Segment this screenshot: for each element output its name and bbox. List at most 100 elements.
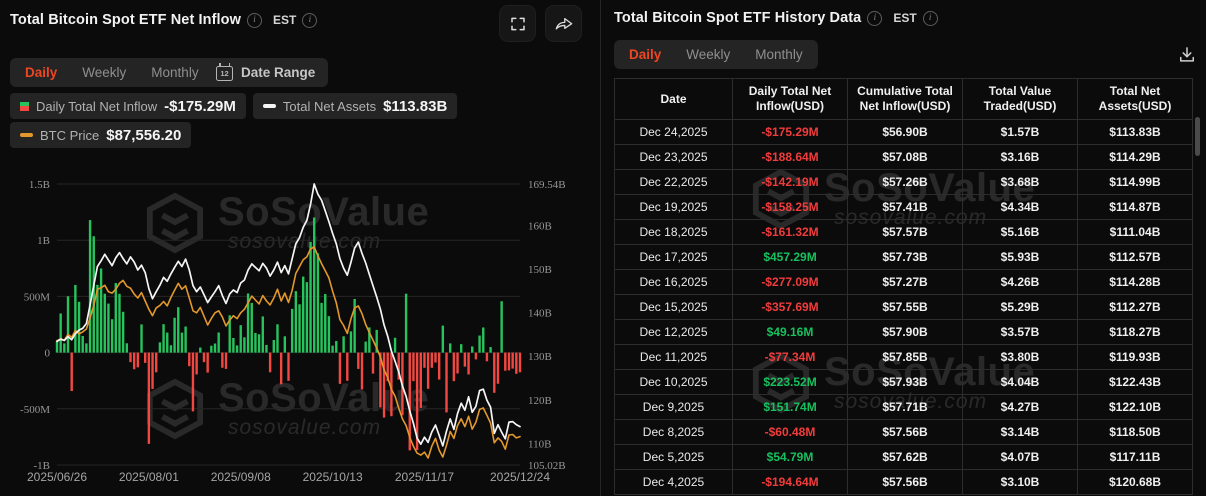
- col-net-assets[interactable]: Total Net Assets(USD): [1077, 78, 1193, 120]
- date-range-button[interactable]: 12 Date Range: [203, 58, 329, 87]
- cell-net-assets: $122.43B: [1077, 369, 1193, 395]
- table-row[interactable]: Dec 11,2025 -$77.34M $57.85B $3.80B $119.93B: [614, 344, 1193, 370]
- svg-text:110B: 110B: [528, 438, 551, 450]
- chart-legend-row-1: Daily Total Net Inflow -$175.29M Total N…: [10, 93, 458, 119]
- cell-net-assets: $114.28B: [1077, 269, 1193, 295]
- assets-line-icon: [262, 104, 276, 108]
- table-row[interactable]: Dec 19,2025 -$158.25M $57.41B $4.34B $114.87…: [614, 194, 1193, 220]
- info-icon[interactable]: i: [302, 12, 318, 28]
- svg-text:105.02B: 105.02B: [528, 460, 566, 472]
- watermark-name: SoSoValue: [218, 376, 430, 420]
- svg-text:2025/10/13: 2025/10/13: [303, 470, 363, 484]
- table-row[interactable]: Dec 24,2025 -$175.29M $56.90B $1.57B $113.83…: [614, 119, 1193, 145]
- cell-cumulative-inflow: $57.27B: [847, 269, 963, 295]
- legend-btc-price[interactable]: BTC Price $87,556.20: [10, 122, 192, 148]
- cell-date: Dec 9,2025: [614, 394, 733, 420]
- info-icon[interactable]: i: [867, 10, 883, 26]
- table-row[interactable]: Dec 18,2025 -$161.32M $57.57B $5.16B $111.04…: [614, 219, 1193, 245]
- cell-net-assets: $120.68B: [1077, 469, 1193, 495]
- cell-net-assets: $112.27B: [1077, 294, 1193, 320]
- cell-value-traded: $4.27B: [962, 394, 1078, 420]
- btc-line-icon: [20, 133, 33, 137]
- table-row[interactable]: Dec 5,2025 $54.79M $57.62B $4.07B $117.11B: [614, 444, 1193, 470]
- tab-weekly[interactable]: Weekly: [82, 65, 127, 80]
- cell-cumulative-inflow: $57.93B: [847, 369, 963, 395]
- inflow-bar-icon: [20, 101, 29, 111]
- table-row[interactable]: Dec 16,2025 -$277.09M $57.27B $4.26B $114.28…: [614, 269, 1193, 295]
- cell-daily-inflow: -$60.48M: [732, 419, 848, 445]
- cell-date: Dec 16,2025: [614, 269, 733, 295]
- col-daily-inflow[interactable]: Daily Total Net Inflow(USD): [732, 78, 848, 120]
- col-cumulative-inflow[interactable]: Cumulative Total Net Inflow(USD): [847, 78, 963, 120]
- info-icon[interactable]: i: [246, 12, 262, 28]
- table-title: Total Bitcoin Spot ETF History Data: [614, 10, 862, 26]
- tab-daily[interactable]: Daily: [629, 47, 662, 62]
- sosovalue-watermark: SoSoValue sosovalue.com: [145, 378, 429, 440]
- cell-value-traded: $4.04B: [962, 369, 1078, 395]
- cell-date: Dec 23,2025: [614, 144, 733, 170]
- svg-text:-500M: -500M: [20, 404, 50, 416]
- legend-daily-net-inflow[interactable]: Daily Total Net Inflow -$175.29M: [10, 93, 246, 119]
- table-row[interactable]: Dec 8,2025 -$60.48M $57.56B $3.14B $118.50B: [614, 419, 1193, 445]
- download-icon: [1180, 47, 1194, 62]
- col-value-traded[interactable]: Total Value Traded(USD): [962, 78, 1078, 120]
- svg-text:1.5B: 1.5B: [29, 179, 50, 191]
- cell-net-assets: $118.27B: [1077, 319, 1193, 345]
- table-row[interactable]: Dec 9,2025 $151.74M $57.71B $4.27B $122.10B: [614, 394, 1193, 420]
- cell-daily-inflow: -$188.64M: [732, 144, 848, 170]
- legend-label: Daily Total Net Inflow: [36, 98, 158, 114]
- cell-net-assets: $112.57B: [1077, 244, 1193, 270]
- sosovalue-logo-icon: [146, 378, 204, 440]
- legend-label: BTC Price: [40, 127, 100, 143]
- tab-daily[interactable]: Daily: [25, 65, 58, 80]
- legend-value: -$175.29M: [164, 97, 236, 115]
- tab-monthly[interactable]: Monthly: [151, 65, 199, 80]
- table-scrollbar-thumb[interactable]: [1195, 117, 1200, 156]
- col-date[interactable]: Date: [614, 78, 733, 120]
- download-button[interactable]: [1174, 42, 1200, 68]
- page-title: Total Bitcoin Spot ETF Net Inflow: [10, 12, 241, 28]
- cell-daily-inflow: -$142.19M: [732, 169, 848, 195]
- table-row[interactable]: Dec 10,2025 $223.52M $57.93B $4.04B $122.43B: [614, 369, 1193, 395]
- tab-monthly[interactable]: Monthly: [755, 47, 803, 62]
- table-row[interactable]: Dec 23,2025 -$188.64M $57.08B $3.16B $114.29…: [614, 144, 1193, 170]
- cell-daily-inflow: -$357.69M: [732, 294, 848, 320]
- cell-date: Dec 17,2025: [614, 244, 733, 270]
- cell-net-assets: $122.10B: [1077, 394, 1193, 420]
- cell-date: Dec 5,2025: [614, 444, 733, 470]
- cell-net-assets: $114.87B: [1077, 194, 1193, 220]
- cell-daily-inflow: $54.79M: [732, 444, 848, 470]
- cell-net-assets: $113.83B: [1077, 119, 1193, 145]
- info-icon[interactable]: i: [922, 10, 938, 26]
- table-row[interactable]: Dec 22,2025 -$142.19M $57.26B $3.68B $114.99…: [614, 169, 1193, 195]
- cell-date: Dec 8,2025: [614, 419, 733, 445]
- net-inflow-panel: Total Bitcoin Spot ETF Net Inflow i EST …: [0, 0, 600, 496]
- panel-divider: [600, 0, 601, 496]
- table-row[interactable]: Dec 12,2025 $49.16M $57.90B $3.57B $118.27B: [614, 319, 1193, 345]
- chart-legend-row-2: BTC Price $87,556.20: [10, 122, 192, 148]
- cell-value-traded: $3.14B: [962, 419, 1078, 445]
- sosovalue-logo-icon: [146, 192, 204, 254]
- cell-value-traded: $4.34B: [962, 194, 1078, 220]
- table-row[interactable]: Dec 15,2025 -$357.69M $57.55B $5.29B $112.27…: [614, 294, 1193, 320]
- fullscreen-button[interactable]: [499, 5, 536, 42]
- cell-value-traded: $4.07B: [962, 444, 1078, 470]
- cell-cumulative-inflow: $57.85B: [847, 344, 963, 370]
- share-button[interactable]: [545, 5, 582, 42]
- tab-weekly[interactable]: Weekly: [686, 47, 731, 62]
- svg-text:120B: 120B: [528, 395, 552, 407]
- cell-daily-inflow: $223.52M: [732, 369, 848, 395]
- legend-total-net-assets[interactable]: Total Net Assets $113.83B: [252, 93, 458, 119]
- table-row[interactable]: Dec 17,2025 $457.29M $57.73B $5.93B $112.57B: [614, 244, 1193, 270]
- cell-daily-inflow: $151.74M: [732, 394, 848, 420]
- cell-cumulative-inflow: $57.26B: [847, 169, 963, 195]
- table-row[interactable]: Dec 4,2025 -$194.64M $57.56B $3.10B $120.68B: [614, 469, 1193, 495]
- cell-value-traded: $4.26B: [962, 269, 1078, 295]
- cell-daily-inflow: -$175.29M: [732, 119, 848, 145]
- cell-daily-inflow: -$77.34M: [732, 344, 848, 370]
- svg-text:2025/06/26: 2025/06/26: [27, 470, 87, 484]
- watermark-name: SoSoValue: [218, 190, 430, 234]
- calendar-icon: 12: [216, 63, 233, 81]
- svg-text:2025/09/08: 2025/09/08: [211, 470, 271, 484]
- svg-text:500M: 500M: [24, 291, 51, 303]
